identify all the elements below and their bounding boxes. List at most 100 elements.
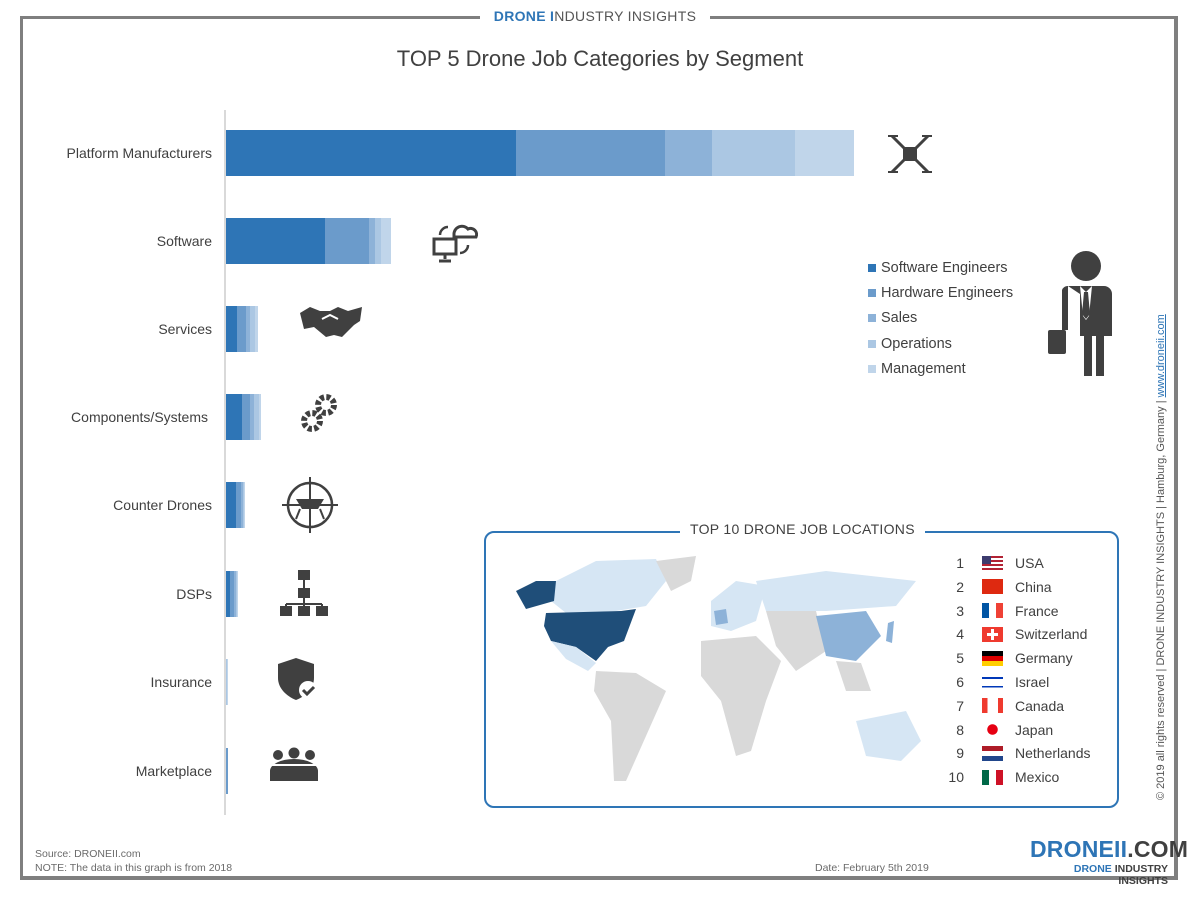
location-rank: 2 — [956, 578, 964, 595]
bar-segment — [237, 571, 238, 617]
category-label: DSPs — [176, 586, 212, 602]
website-link[interactable]: www.droneii.com — [1155, 314, 1167, 398]
bar-stack — [226, 306, 258, 352]
category-label: Counter Drones — [113, 497, 212, 513]
bar-segment — [375, 218, 381, 264]
legend-item: Management — [868, 356, 1013, 381]
bar-segment — [516, 130, 665, 176]
copyright-vertical: © 2019 all rights reserved | DRONE INDUS… — [1155, 280, 1169, 800]
bar-segment — [712, 130, 795, 176]
location-rank: 10 — [948, 769, 964, 786]
bar-stack — [226, 571, 238, 617]
location-rank: 1 — [956, 555, 964, 571]
flag-switzerland-icon — [982, 626, 1003, 642]
legend-swatch — [868, 263, 876, 272]
location-country: Israel — [1015, 674, 1050, 690]
location-row: 5 Germany — [940, 648, 1073, 668]
shield-check-icon — [276, 658, 318, 705]
location-country: Japan — [1015, 721, 1054, 738]
brand-strong: DRONE I — [493, 8, 555, 24]
legend-label: Software Engineers — [881, 259, 1008, 276]
bar-segment — [255, 306, 258, 352]
bar-stack — [226, 748, 228, 794]
legend-item: Software Engineers — [868, 255, 1013, 280]
bar-segment — [226, 748, 228, 794]
location-row: 3 France — [940, 601, 1058, 621]
logo-sub-rest: INDUSTRY INSIGHTS — [1111, 863, 1168, 887]
map-france — [714, 609, 728, 625]
businessman-icon — [1048, 251, 1112, 376]
map-australia — [856, 711, 921, 761]
map-russia — [756, 571, 916, 611]
location-row: 10 Mexico — [940, 767, 1059, 787]
location-row: 8 Japan — [940, 720, 1053, 740]
bar-segment — [259, 394, 261, 440]
location-rank: 9 — [956, 745, 964, 762]
cloud-sync-icon — [430, 217, 480, 268]
bar-segment — [250, 306, 255, 352]
location-row: 7 Canada — [940, 696, 1064, 716]
legend-label: Operations — [881, 335, 952, 352]
flag-japan-icon — [982, 722, 1003, 738]
map-mexico — [551, 641, 596, 671]
flag-france-icon — [982, 603, 1003, 619]
brand-rest: NDUSTRY INSIGHTS — [554, 8, 697, 24]
location-rank: 3 — [956, 602, 964, 619]
location-country: USA — [1015, 555, 1044, 571]
bar-stack — [226, 218, 391, 264]
location-row: 9 Netherlands — [940, 743, 1091, 763]
bar-segment — [325, 218, 369, 264]
category-label: Insurance — [150, 674, 212, 690]
bar-segment — [227, 659, 228, 705]
location-rank: 7 — [956, 697, 964, 714]
chart-title: TOP 5 Drone Job Categories by Segment — [396, 46, 804, 71]
bar-segment — [234, 571, 236, 617]
legend-item: Hardware Engineers — [868, 280, 1013, 305]
flag-canada-icon — [982, 698, 1003, 714]
location-country: Mexico — [1015, 769, 1060, 786]
location-rank: 5 — [956, 650, 964, 667]
logo-sub-strong: DRONE — [1073, 863, 1112, 875]
map-china — [816, 611, 881, 661]
legend-swatch — [868, 314, 876, 323]
location-country: Switzerland — [1015, 626, 1088, 643]
legend-swatch — [868, 364, 876, 373]
location-country: China — [1015, 578, 1052, 595]
flag-netherlands-icon — [982, 745, 1003, 761]
map-usa — [544, 609, 636, 661]
crosshair-drone-icon — [282, 477, 338, 538]
world-map — [516, 556, 921, 781]
bar-segment — [226, 482, 236, 528]
logo-main: DRONEII — [1030, 836, 1128, 862]
map-south-america — [594, 671, 666, 781]
droneii-logo: DRONEII.COM DRONE INDUSTRY INSIGHTS — [1030, 836, 1188, 887]
copyright-text: © 2019 all rights reserved | DRONE INDUS… — [1155, 397, 1167, 800]
legend-item: Sales — [868, 306, 1013, 331]
logo-tld: .COM — [1127, 836, 1189, 862]
location-country: Germany — [1015, 650, 1073, 667]
bar-segment — [236, 571, 237, 617]
legend-item: Operations — [868, 331, 1013, 356]
bar-segment — [381, 218, 391, 264]
legend-swatch — [868, 288, 876, 297]
location-rank: 6 — [956, 674, 964, 690]
map-alaska — [516, 581, 556, 609]
source-text: Source: DRONEII.com — [35, 848, 141, 860]
bar-segment — [226, 659, 227, 705]
category-label: Marketplace — [135, 763, 212, 779]
map-japan — [886, 621, 894, 643]
header-brand: DRONE INDUSTRY INSIGHTS — [480, 8, 710, 24]
map-canada — [551, 559, 666, 613]
category-label: Platform Manufacturers — [66, 145, 213, 161]
group-icon — [270, 747, 318, 786]
bar-segment — [246, 306, 250, 352]
location-country: Netherlands — [1015, 745, 1091, 762]
location-row: 4 Switzerland — [940, 624, 1087, 644]
bar-segment — [665, 130, 712, 176]
bar-segment — [237, 306, 246, 352]
map-greenland — [656, 556, 696, 591]
flag-usa-icon — [982, 555, 1003, 571]
map-se-asia — [836, 661, 871, 691]
bar-segment — [226, 130, 516, 176]
bar-segment — [241, 482, 243, 528]
